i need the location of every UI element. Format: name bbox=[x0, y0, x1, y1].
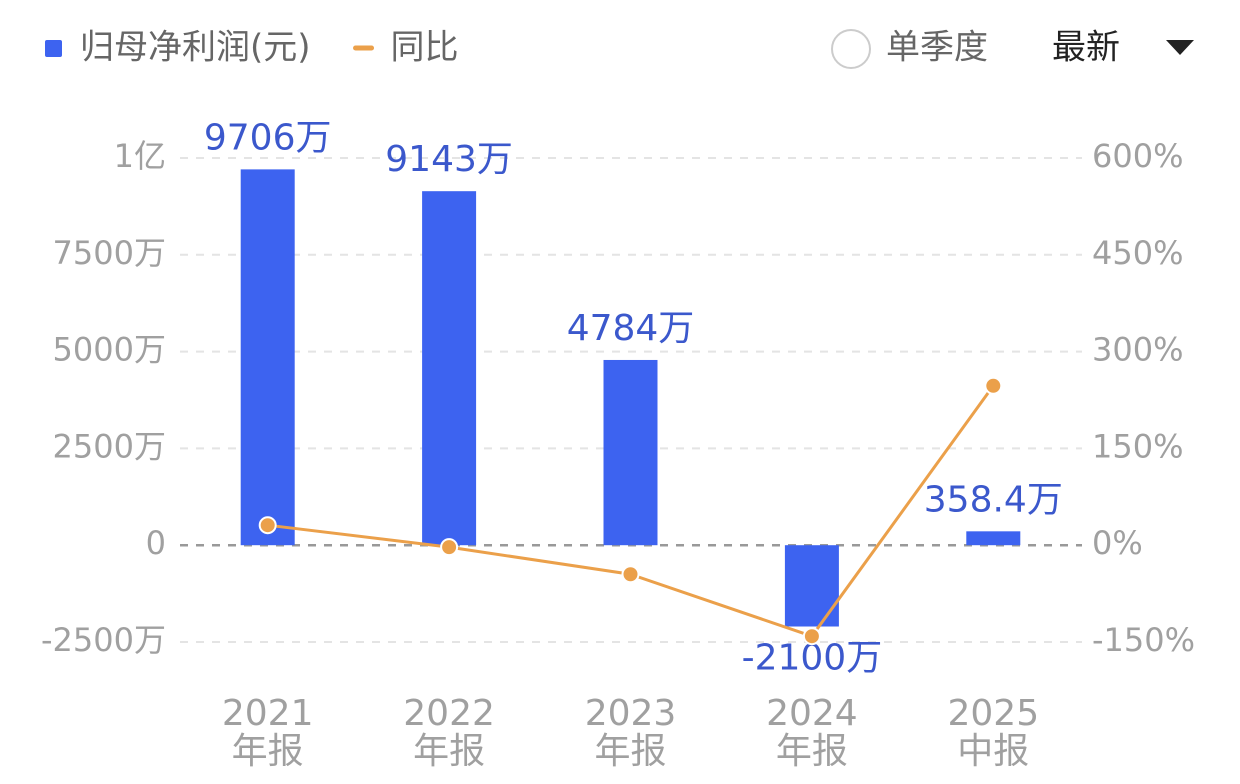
data-label: 9143万 bbox=[385, 139, 513, 180]
data-label: 358.4万 bbox=[924, 479, 1063, 520]
line-point bbox=[621, 565, 640, 584]
line-point bbox=[802, 627, 821, 646]
data-label: 4784万 bbox=[567, 308, 695, 349]
y2-tick-label: 300% bbox=[1092, 331, 1183, 369]
legend-swatch bbox=[45, 40, 62, 57]
x-tick-label: 2025中报 bbox=[947, 693, 1040, 772]
x-tick-label: 2023年报 bbox=[584, 693, 677, 772]
bar bbox=[240, 169, 295, 546]
line-point bbox=[258, 516, 277, 535]
bar bbox=[966, 531, 1021, 546]
bar bbox=[603, 359, 658, 546]
legend-label: 归母净利润(元) bbox=[80, 28, 311, 68]
x-tick-label: 2024年报 bbox=[766, 693, 858, 772]
y2-tick-label: -150% bbox=[1092, 621, 1195, 659]
line-point bbox=[984, 376, 1003, 395]
data-label: 9706万 bbox=[204, 117, 332, 158]
y-tick-label: 1亿 bbox=[114, 137, 166, 175]
y2-tick-label: 450% bbox=[1092, 234, 1183, 272]
x-tick-label: 2022年报 bbox=[403, 693, 495, 772]
dropdown-arrow[interactable] bbox=[1166, 40, 1194, 55]
y2-tick-label: 150% bbox=[1092, 427, 1183, 465]
single-quarter-label[interactable]: 单季度 bbox=[886, 28, 988, 68]
y-tick-label: 2500万 bbox=[53, 427, 166, 465]
latest-dropdown[interactable]: 最新 bbox=[1052, 28, 1120, 68]
bar bbox=[422, 191, 477, 546]
legend-label: 同比 bbox=[391, 28, 459, 68]
line-point bbox=[440, 538, 459, 557]
bar bbox=[784, 545, 839, 627]
y-tick-label: -2500万 bbox=[41, 621, 166, 659]
x-tick-label: 2021年报 bbox=[221, 693, 314, 772]
y-tick-label: 7500万 bbox=[53, 234, 166, 272]
y2-tick-label: 0% bbox=[1092, 524, 1143, 562]
y-tick-label: 5000万 bbox=[53, 331, 166, 369]
y-tick-label: 0 bbox=[146, 524, 166, 562]
y2-tick-label: 600% bbox=[1092, 137, 1183, 175]
radio-button[interactable] bbox=[831, 29, 871, 69]
